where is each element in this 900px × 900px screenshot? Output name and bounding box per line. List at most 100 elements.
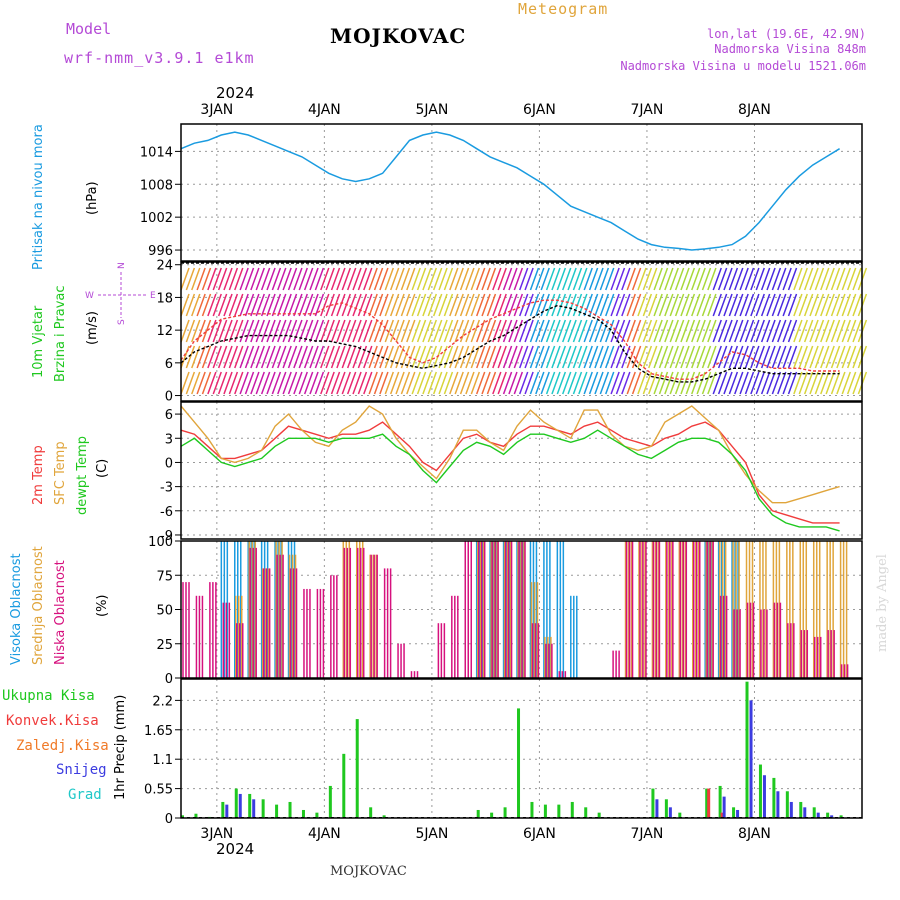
wind-barb [475,267,486,291]
wind-barb [519,371,529,395]
wind-barb [454,267,464,291]
wind-barb [610,345,620,369]
wind-barb [255,345,265,369]
wind-barb [728,345,739,369]
y-tick-label: 0 [165,812,173,827]
wind-barb [502,345,513,369]
wind-barb [567,371,577,395]
wind-barb [422,371,432,395]
wind-barb [852,371,862,395]
wind-barb [449,267,459,291]
precip-bar [718,785,722,818]
wind-barb [432,371,443,395]
wind-barb [648,371,658,395]
wind-barb [244,293,255,317]
wind-barb [605,293,615,317]
wind-barb [341,319,351,343]
legend-graupel: Grad [68,787,102,803]
wind-barb [427,267,438,291]
wind-barb [352,345,362,369]
wind-barb [696,293,706,317]
wind-barb [438,267,448,291]
wind-barb [755,293,765,317]
wind-barb [588,319,599,343]
wind-barb [852,319,862,343]
wind-barb [798,267,808,291]
precip-bar [252,799,256,818]
wind-barb [734,371,744,395]
series-line [180,421,840,524]
y-tick-label: 0.55 [144,783,173,798]
wind-barb [277,345,287,369]
wind-barb [610,319,620,343]
wind-barb [508,319,518,343]
wind-barb [803,371,814,395]
wind-barb [825,293,835,317]
year-bottom: 2024 [216,840,254,858]
wind-barb [250,267,260,291]
wind-barb [809,319,819,343]
wind-barb [674,293,685,317]
wind-barb [481,319,491,343]
wind-barb [669,319,679,343]
wind-barb [750,345,760,369]
wind-barb [373,293,384,317]
wind-barb [605,371,615,395]
wind-barb [535,267,545,291]
wind-barb [787,371,798,395]
wind-barb [803,267,814,291]
wind-barb [572,345,583,369]
wind-barb [346,319,357,343]
wind-barb [228,267,239,291]
wind-barb [760,293,771,317]
wind-barb [363,319,373,343]
wind-barb [244,267,255,291]
wind-barb [459,293,470,317]
wind-barb [852,293,862,317]
wind-barb [642,345,653,369]
wind-barb [185,345,196,369]
wind-barb [562,267,572,291]
wind-barb [255,293,265,317]
wind-barb [341,371,351,395]
wind-barb [470,267,481,291]
precip-bar [720,812,724,818]
model-label: Model [66,20,111,38]
wind-barb [486,371,497,395]
wind-barb [239,345,249,369]
wind-barb [793,267,803,291]
wind-barb [411,267,421,291]
wind-barb [260,371,271,395]
wind-barb [605,345,615,369]
wind-barb [701,371,712,395]
wind-barb [540,371,550,395]
wind-barb [680,345,690,369]
wind-barb [191,267,201,291]
wind-barb [443,371,454,395]
wind-barb [771,319,782,343]
wind-barb [615,319,626,343]
wind-barb [416,345,427,369]
precip-bar [830,815,834,818]
wind-barb [314,371,325,395]
wind-barb [846,345,857,369]
wind-barb [798,293,808,317]
wind-barb [777,319,787,343]
wind-barb [685,293,696,317]
wind-barb [330,293,341,317]
wind-barb [653,345,663,369]
wind-barb [217,319,228,343]
wind-barb [621,371,631,395]
wind-barb [631,267,642,291]
wind-barb [422,293,432,317]
wind-barb [674,345,685,369]
wind-barb [228,345,239,369]
wind-barb [599,345,610,369]
wind-barb [191,293,201,317]
wind-barb [825,345,835,369]
wind-barb [524,319,534,343]
wind-barb [352,319,362,343]
wind-barb [642,293,653,317]
wind-barb [744,345,755,369]
wind-barb [239,267,249,291]
